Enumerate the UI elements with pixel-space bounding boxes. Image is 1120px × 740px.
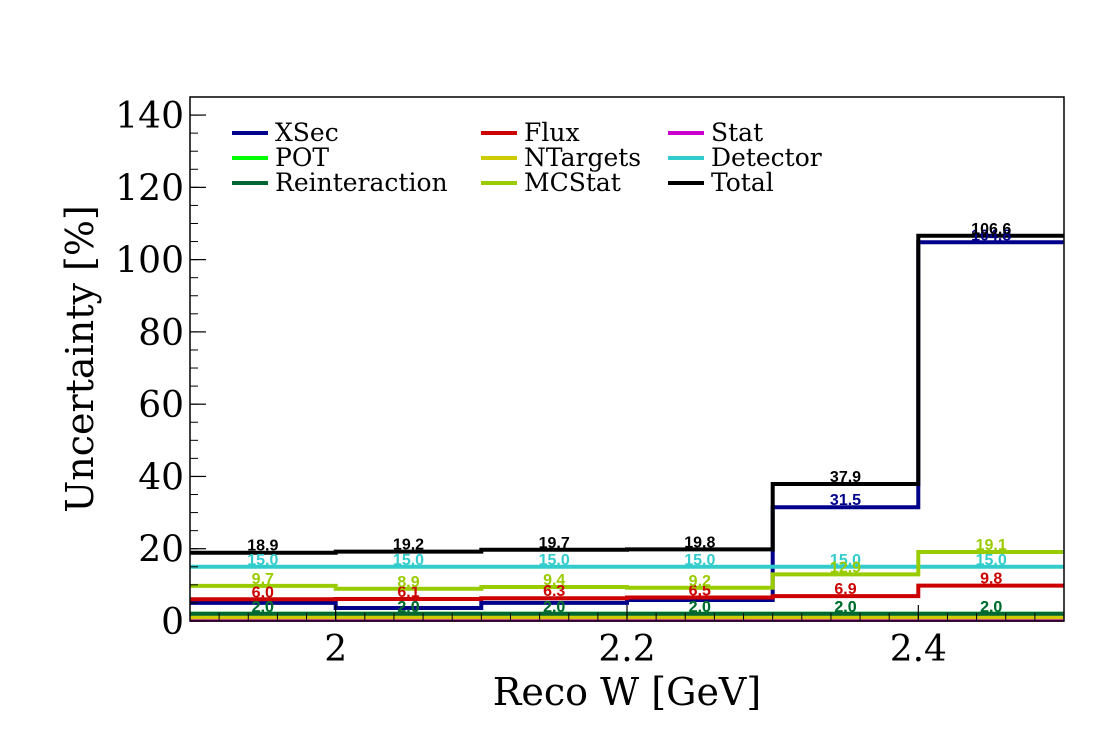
data-label-detector-3: 15.0 [684,552,715,569]
legend-label-flux: Flux [524,118,580,147]
y-tick-label: 100 [115,241,184,282]
data-label-pot-0: 2.0 [252,599,274,616]
legend-label-ntargets: NTargets [524,143,641,172]
data-label-xsec-4: 31.5 [830,492,861,509]
y-tick-label: 0 [161,602,184,643]
data-labels-layer: 31.5 104.8 6.0 6.1 6.3 6.5 6.9 9.8 2.0 2.0 2.0 2.0 2… [247,221,1011,616]
data-label-mcstat-4: 12.9 [830,559,861,576]
data-label-reinteraction-2: 2.0 [543,599,565,616]
legend-label-mcstat: MCStat [524,168,621,197]
data-label-mcstat-0: 9.7 [252,571,274,588]
data-label-reinteraction-0: 2.0 [252,599,274,616]
legend-label-pot: POT [275,143,329,172]
y-axis-title: Uncertainty [%] [58,205,102,513]
y-tick-label: 20 [138,530,184,571]
data-label-reinteraction-4: 2.0 [834,599,856,616]
data-label-flux-0: 6.0 [252,584,274,601]
data-label-total-0: 18.9 [247,538,278,555]
data-label-flux-1: 6.1 [397,584,419,601]
legend-label-total: Total [711,168,774,197]
data-label-detector-1: 15.0 [393,552,424,569]
series-line-flux [190,583,1064,602]
data-label-detector-2: 15.0 [539,552,570,569]
axis-ticks: 2 2.2 2.4 0 20 40 60 80 100 120 140 [115,96,1065,670]
data-label-total-3: 19.8 [684,534,715,551]
data-label-reinteraction-5: 2.0 [980,599,1002,616]
y-tick-label: 140 [115,96,184,137]
x-tick-label: 2 [324,629,347,670]
data-label-flux-4: 6.9 [834,581,856,598]
data-label-flux-2: 6.3 [543,583,565,600]
data-label-pot-1: 2.0 [397,599,419,616]
legend-label-detector: Detector [711,143,822,172]
x-axis-title: Reco W [GeV] [493,670,761,714]
x-tick-label: 2.2 [598,629,655,670]
legend-label-reinteraction: Reinteraction [275,168,448,197]
data-label-total-2: 19.7 [539,535,570,552]
series-layer [190,233,1064,622]
data-label-flux-3: 6.5 [689,583,711,600]
x-tick-label: 2.4 [890,629,947,670]
data-label-detector-0: 15.0 [247,552,278,569]
data-label-total-4: 37.9 [830,469,861,486]
data-label-flux-5: 9.8 [980,571,1002,588]
data-label-mcstat-3: 9.2 [689,573,711,590]
legend-label-stat: Stat [711,118,763,147]
y-tick-label: 60 [138,385,184,426]
data-label-detector-4: 15.0 [830,552,861,569]
data-label-pot-2: 2.0 [543,599,565,616]
data-label-pot-3: 2.0 [689,599,711,616]
data-label-detector-5: 15.0 [976,552,1007,569]
data-label-pot-4: 2.0 [834,599,856,616]
data-label-total-1: 19.2 [393,537,424,554]
data-label-xsec-5: 104.8 [971,227,1011,244]
y-tick-label: 120 [115,168,184,209]
series-line-total [190,233,1064,555]
data-label-mcstat-5: 19.1 [976,537,1007,554]
data-label-reinteraction-1: 2.0 [397,599,419,616]
data-label-mcstat-2: 9.4 [543,572,565,589]
data-label-reinteraction-3: 2.0 [689,599,711,616]
data-label-pot-5: 2.0 [980,599,1002,616]
legend: XSec Flux Stat POT NTargets Detector Reinterac… [232,118,822,197]
y-tick-label: 80 [138,313,184,354]
legend-label-xsec: XSec [275,118,339,147]
data-label-total-5: 106.6 [971,221,1011,238]
data-label-mcstat-1: 8.9 [397,574,419,591]
y-tick-label: 40 [138,457,184,498]
series-line-mcstat [190,550,1064,591]
